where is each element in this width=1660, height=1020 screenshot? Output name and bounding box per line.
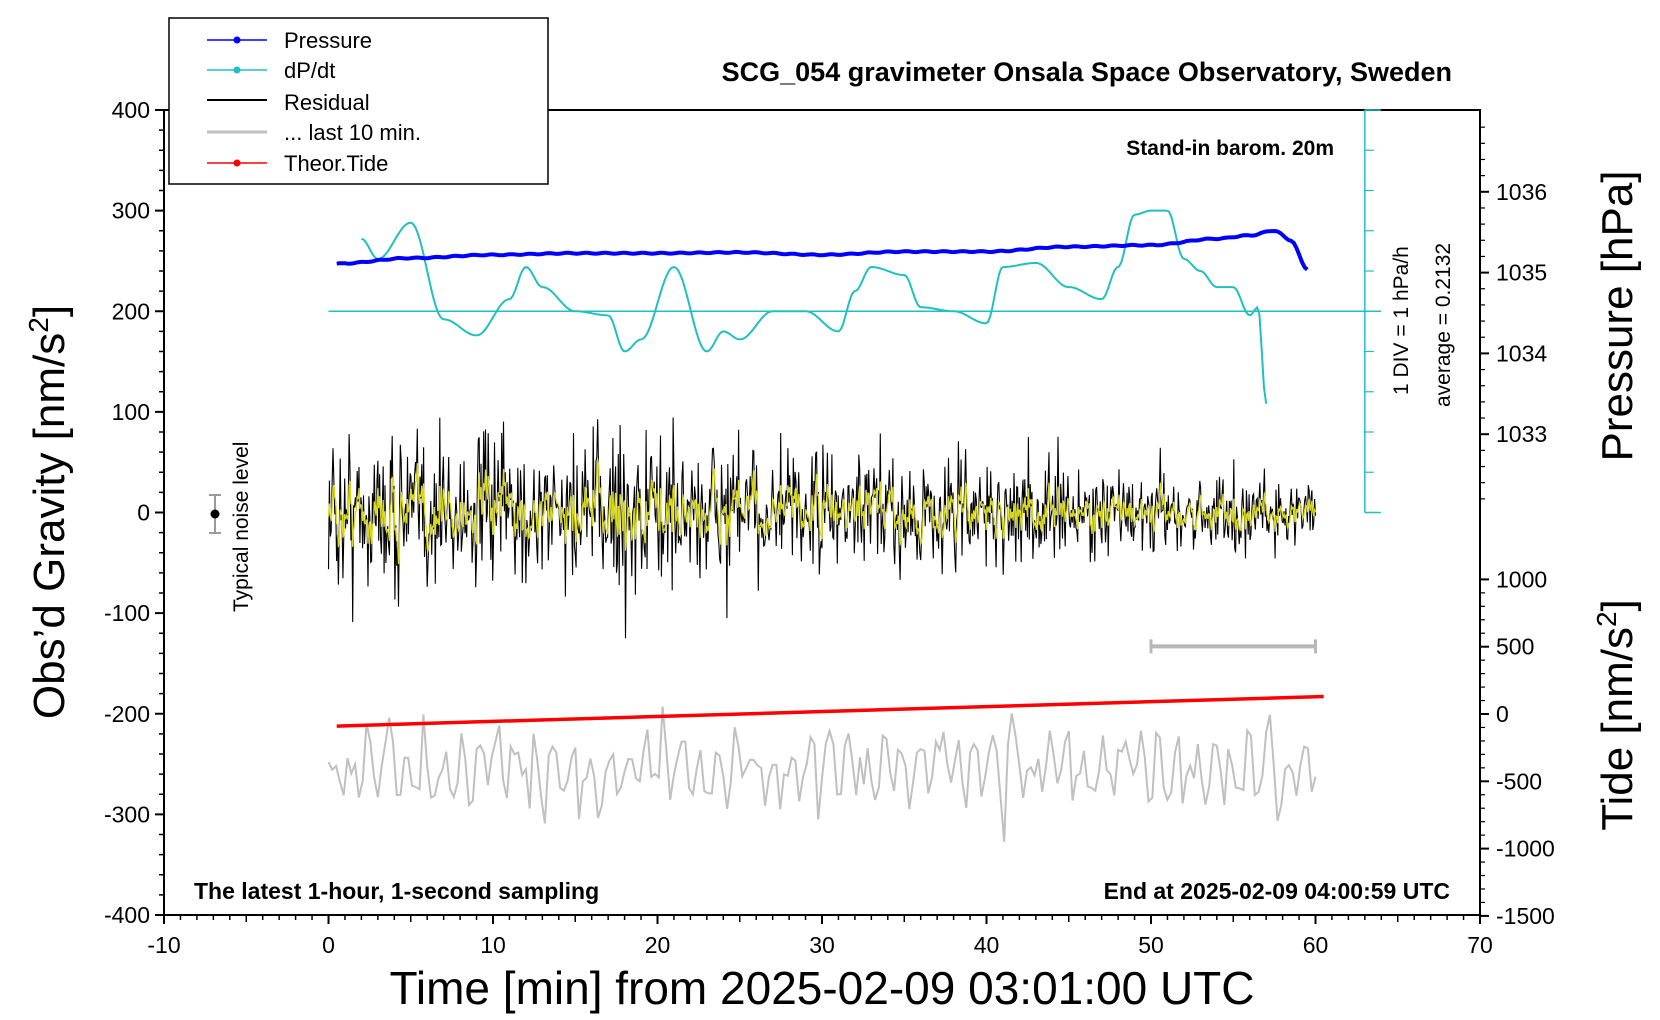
y-left-tick-label: 0 [137,500,150,526]
pressure-tick-label: 1036 [1496,179,1547,205]
tide-tick-label: 1000 [1496,566,1547,592]
legend: Pressure dP/dt Residual ... last 10 min.… [168,17,549,185]
legend-entry-dpdt: dP/dt [207,58,335,83]
x-tick-label: 50 [1138,932,1164,958]
legend-label-tide: Theor.Tide [284,151,388,176]
tide-series-line [336,694,1324,728]
y-left-tick-label: -200 [104,701,150,727]
y-left-axis-ticks: 400 300 200 100 0 -100 -200 -300 -400 [104,97,164,928]
y-right-pressure-title: Pressure [hPa] [1593,170,1642,461]
legend-entry-pressure: Pressure [207,28,372,53]
y-right-tide-title: Tide [nm/s2] [1591,599,1642,831]
legend-entry-last10: ... last 10 min. [207,120,421,145]
pressure-tick-label: 1033 [1496,421,1547,447]
tide-tick-label: 0 [1496,701,1509,727]
tide-tick-label: -500 [1496,768,1542,794]
x-tick-label: 70 [1467,932,1493,958]
footer-right-label: End at 2025-02-09 04:00:59 UTC [1104,878,1450,904]
y-left-tick-label: -300 [104,801,150,827]
average-label: average = 0.2132 [1432,243,1455,407]
dpdt-series-line [361,209,1268,404]
x-tick-label: 40 [974,932,1000,958]
legend-label-residual: Residual [284,90,370,115]
y-left-tick-label: 400 [112,97,150,123]
y-right-axis-ticks: 1036 1035 1034 1033 1000 500 0 -500 -1000 -1500 [1480,126,1555,929]
x-tick-label: 30 [809,932,835,958]
pressure-series-line [336,228,1309,272]
x-tick-label: 60 [1303,932,1329,958]
stand-in-label: Stand-in barom. 20m [1126,137,1334,160]
x-tick-label: 0 [322,932,335,958]
x-tick-label: 20 [645,932,671,958]
pressure-tick-label: 1034 [1496,340,1547,366]
div-label: 1 DIV = 1 hPa/h [1390,246,1413,395]
x-tick-label: -10 [147,932,180,958]
series-layer [327,209,1324,842]
residual-smoothed-line [327,459,1317,565]
legend-entry-tide: Theor.Tide [207,151,388,176]
legend-label-dpdt: dP/dt [284,58,335,83]
x-axis-title: Time [min] from 2025-02-09 03:01:00 UTC [390,962,1255,1014]
footer-left-label: The latest 1-hour, 1-second sampling [194,878,599,904]
chart-title: SCG_054 gravimeter Onsala Space Observat… [722,57,1452,87]
last10-series-line [327,706,1317,842]
y-left-tick-label: 300 [112,198,150,224]
y-left-axis-title: Obs’d Gravity [nm/s2] [23,305,74,719]
legend-label-pressure: Pressure [284,28,372,53]
noise-level-marker [209,494,221,534]
y-left-tick-label: 100 [112,399,150,425]
y-left-tick-label: -100 [104,600,150,626]
y-left-tick-label: -400 [104,902,150,928]
noise-label: Typical noise level [230,442,253,612]
pressure-tick-label: 1035 [1496,260,1547,286]
x-tick-label: 10 [480,932,506,958]
tide-tick-label: -1500 [1496,903,1555,929]
dpdt-scale-axis [328,109,1381,514]
legend-label-last10: ... last 10 min. [284,120,421,145]
tide-tick-label: 500 [1496,634,1534,660]
legend-entry-residual: Residual [207,90,370,115]
tide-tick-label: -1000 [1496,836,1555,862]
x-axis-ticks: -10 0 10 20 30 40 50 60 70 [147,915,1493,958]
y-left-tick-label: 200 [112,298,150,324]
